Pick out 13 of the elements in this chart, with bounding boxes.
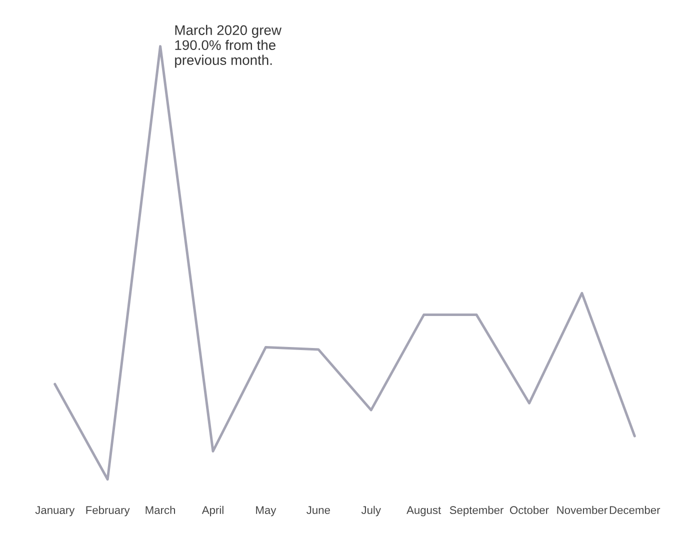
x-tick-label: April bbox=[202, 506, 224, 516]
x-tick-label: June bbox=[306, 506, 330, 514]
x-tick-label: July bbox=[361, 506, 381, 516]
x-tick-label: January bbox=[35, 506, 75, 516]
x-tick-label: November bbox=[557, 506, 608, 514]
x-tick-label: May bbox=[256, 506, 276, 516]
annotation: March 2020 grew 190.0% from the previous month. bbox=[175, 24, 282, 68]
x-tick-label: October bbox=[510, 506, 549, 514]
x-tick-label: February bbox=[86, 506, 130, 516]
x-tick-label: August bbox=[406, 506, 442, 516]
x-tick-label: March bbox=[146, 506, 176, 514]
x-tick-label: September bbox=[450, 506, 504, 516]
x-tick-label: December bbox=[610, 506, 660, 514]
